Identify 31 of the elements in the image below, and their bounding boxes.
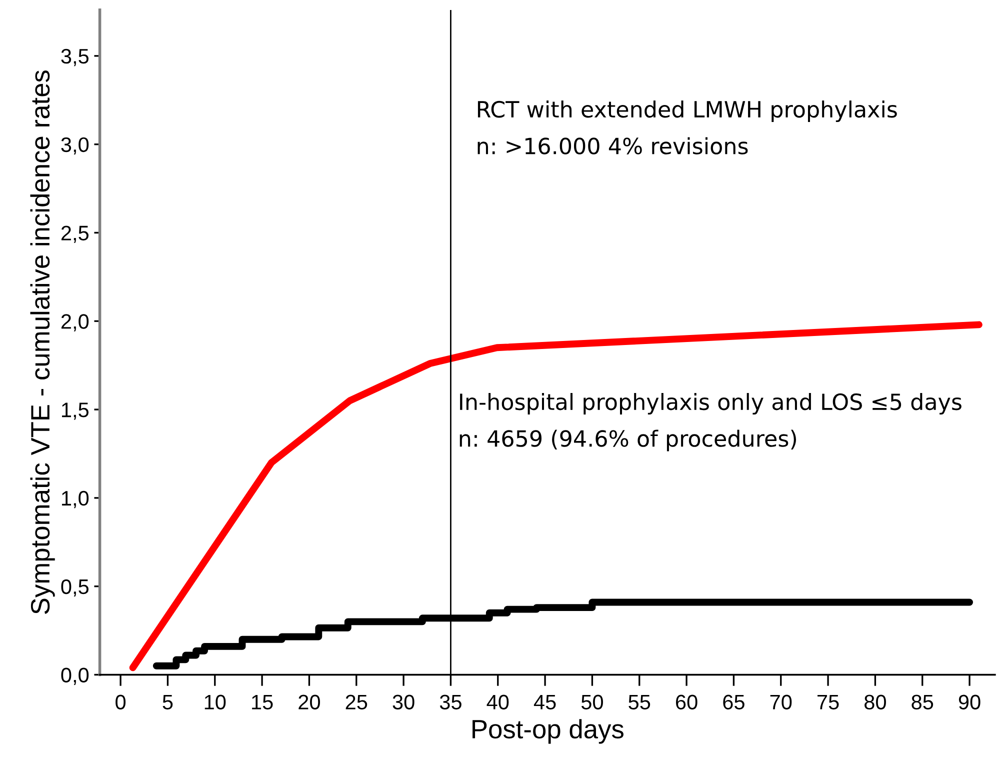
x-tick-label: 30 xyxy=(392,694,414,710)
x-tick-label: 85 xyxy=(912,694,934,710)
annotation: In-hospital prophylaxis only and LOS ≤5 days n: 4659 (94.6% of procedures) xyxy=(460,393,962,452)
x-tick-label: 0 xyxy=(116,694,126,710)
y-tick-label: 1,0 xyxy=(62,490,89,508)
x-tick-label: 60 xyxy=(676,694,698,710)
x-tick-label: 45 xyxy=(534,694,556,710)
y-tick-label: 3,0 xyxy=(61,137,89,155)
y-tick-label: 3,5 xyxy=(61,48,89,66)
x-tick-label: 50 xyxy=(581,694,603,710)
y-tick-label: 0,5 xyxy=(61,579,89,597)
y-tick-label: 2,5 xyxy=(61,226,89,243)
x-tick-label: 5 xyxy=(162,694,173,710)
y-tick-label: 1,5 xyxy=(62,402,89,420)
x-tick-label: 65 xyxy=(723,694,744,710)
x-tick-label: 10 xyxy=(204,694,226,710)
y-axis-title: Symptomatic VTE - cumulative incidence rates xyxy=(30,70,55,614)
x-tick-label: 70 xyxy=(770,694,792,710)
x-tick-label: 40 xyxy=(486,694,509,710)
x-tick-label: 90 xyxy=(958,694,980,710)
y-tick-label: 2,0 xyxy=(61,314,89,332)
x-tick-label: 55 xyxy=(628,694,650,710)
x-tick-label: 80 xyxy=(864,694,886,710)
x-tick-label: 20 xyxy=(298,694,320,710)
x-tick-label: 15 xyxy=(252,694,273,710)
x-tick-label: 75 xyxy=(818,694,839,710)
x-tick-label: 25 xyxy=(346,694,368,710)
x-tick-label: 35 xyxy=(440,694,462,710)
y-tick-label: 0,0 xyxy=(61,668,89,685)
x-axis-title: Post-op days xyxy=(472,719,624,744)
annotation: RCT with extended LMWH prophylaxis n: >16.000 4% revisions xyxy=(478,100,897,154)
